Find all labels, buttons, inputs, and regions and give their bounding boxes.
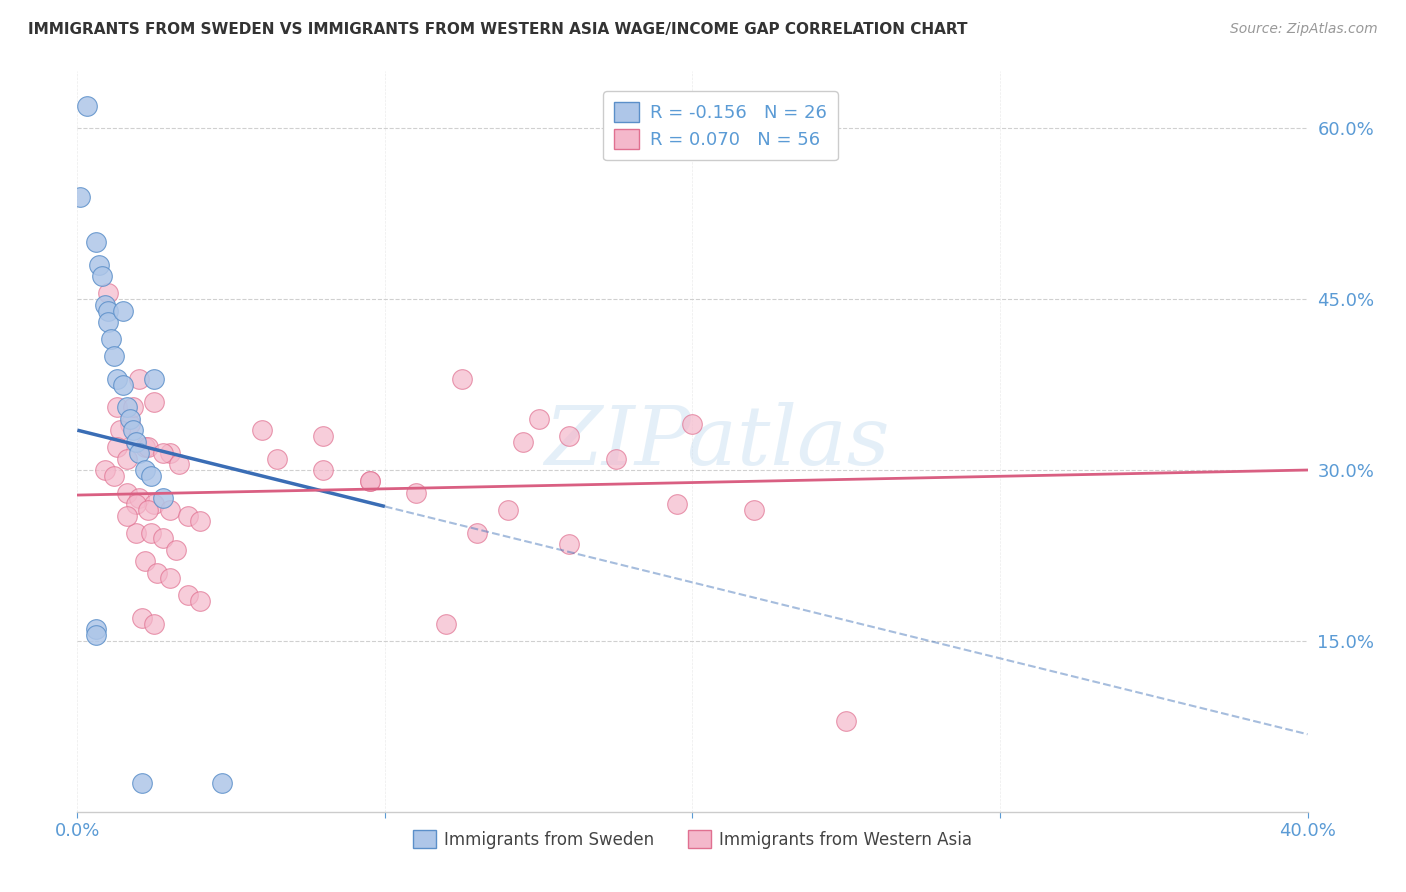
Point	[152, 532, 174, 546]
Point	[405, 485, 427, 500]
Point	[143, 616, 166, 631]
Point	[105, 440, 128, 454]
Point	[159, 446, 181, 460]
Point	[682, 417, 704, 432]
Point	[94, 463, 117, 477]
Point	[136, 440, 159, 454]
Point	[115, 401, 138, 415]
Point	[527, 411, 550, 425]
Point	[152, 491, 174, 506]
Point	[177, 508, 200, 523]
Point	[512, 434, 534, 449]
Point	[177, 588, 200, 602]
Point	[115, 485, 138, 500]
Point	[128, 446, 150, 460]
Point	[90, 269, 114, 284]
Point	[84, 235, 107, 250]
Point	[312, 463, 335, 477]
Point	[134, 554, 156, 568]
Point	[141, 525, 163, 540]
Point	[76, 98, 98, 112]
Point	[266, 451, 288, 466]
Point	[165, 542, 187, 557]
Point	[211, 776, 233, 790]
Point	[835, 714, 858, 728]
Point	[115, 508, 138, 523]
Point	[97, 286, 120, 301]
Point	[359, 475, 381, 489]
Point	[141, 468, 163, 483]
Point	[112, 303, 135, 318]
Point	[558, 429, 581, 443]
Point	[97, 303, 120, 318]
Legend: Immigrants from Sweden, Immigrants from Western Asia: Immigrants from Sweden, Immigrants from …	[406, 823, 979, 855]
Point	[100, 332, 122, 346]
Point	[666, 497, 689, 511]
Point	[125, 434, 148, 449]
Point	[118, 411, 141, 425]
Point	[103, 349, 125, 363]
Point	[143, 497, 166, 511]
Point	[312, 429, 335, 443]
Point	[118, 417, 141, 432]
Point	[97, 315, 120, 329]
Point	[125, 525, 148, 540]
Point	[131, 776, 153, 790]
Point	[250, 423, 273, 437]
Point	[436, 616, 458, 631]
Point	[134, 463, 156, 477]
Point	[136, 503, 159, 517]
Point	[159, 503, 181, 517]
Point	[125, 497, 148, 511]
Point	[112, 377, 135, 392]
Point	[105, 372, 128, 386]
Point	[465, 525, 488, 540]
Text: IMMIGRANTS FROM SWEDEN VS IMMIGRANTS FROM WESTERN ASIA WAGE/INCOME GAP CORRELATI: IMMIGRANTS FROM SWEDEN VS IMMIGRANTS FRO…	[28, 22, 967, 37]
Text: Source: ZipAtlas.com: Source: ZipAtlas.com	[1230, 22, 1378, 37]
Point	[131, 611, 153, 625]
Point	[146, 566, 169, 580]
Point	[143, 394, 166, 409]
Point	[87, 258, 110, 272]
Point	[742, 503, 765, 517]
Point	[450, 372, 472, 386]
Point	[110, 423, 132, 437]
Point	[121, 401, 143, 415]
Point	[159, 571, 181, 585]
Point	[558, 537, 581, 551]
Point	[128, 372, 150, 386]
Point	[103, 468, 125, 483]
Point	[143, 372, 166, 386]
Point	[167, 458, 190, 472]
Point	[105, 401, 128, 415]
Point	[152, 446, 174, 460]
Point	[605, 451, 627, 466]
Point	[94, 298, 117, 312]
Point	[188, 594, 212, 608]
Text: ZIPatlas: ZIPatlas	[544, 401, 890, 482]
Point	[134, 440, 156, 454]
Point	[359, 475, 381, 489]
Point	[128, 491, 150, 506]
Point	[69, 189, 91, 203]
Point	[115, 451, 138, 466]
Point	[188, 514, 212, 528]
Point	[121, 423, 143, 437]
Point	[84, 623, 107, 637]
Point	[496, 503, 519, 517]
Point	[84, 628, 107, 642]
